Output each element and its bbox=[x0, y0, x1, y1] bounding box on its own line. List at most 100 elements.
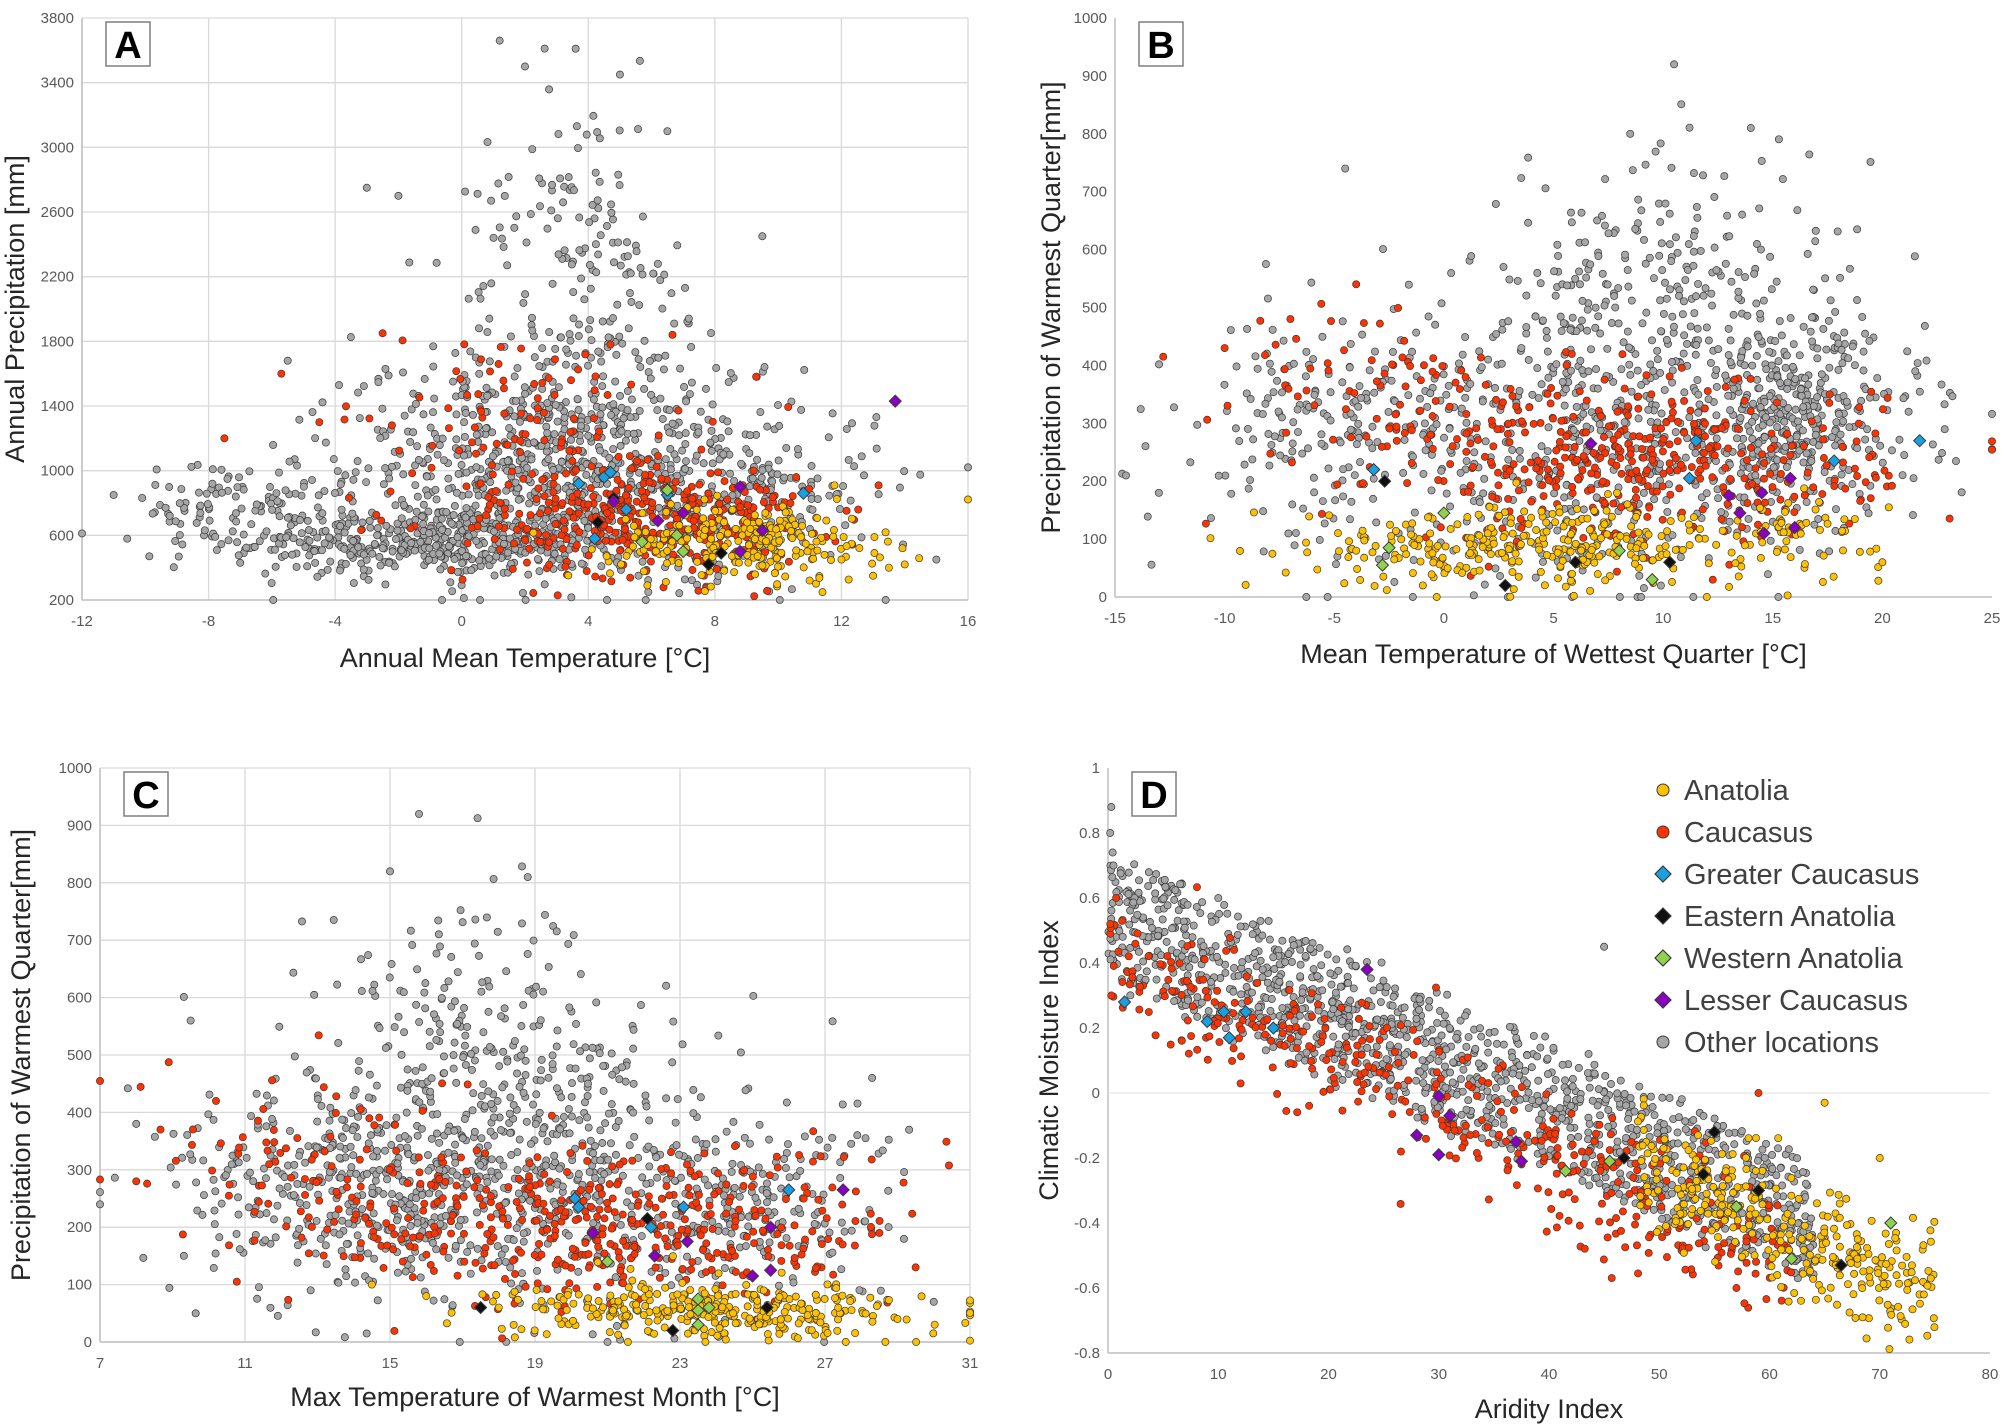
panel-b-anatolia-point bbox=[1677, 513, 1686, 522]
panel-b-anatolia-point bbox=[1542, 518, 1551, 527]
panel-b-other-locations-point bbox=[1694, 408, 1703, 417]
panel-b-caucasus-point bbox=[1484, 562, 1493, 571]
panel-a-other-locations-point bbox=[411, 481, 420, 490]
panel-b-other-locations-point bbox=[1650, 495, 1659, 504]
panel-a-other-locations-point bbox=[574, 406, 583, 414]
panel-b-other-locations-point bbox=[1639, 489, 1648, 497]
panel-b-other-locations-point bbox=[1258, 410, 1267, 419]
panel-b-caucasus-point bbox=[1474, 436, 1482, 444]
panel-b-anatolia-point bbox=[1555, 508, 1564, 517]
panel-b-caucasus-point bbox=[1675, 484, 1684, 493]
panel-a-other-locations-point bbox=[623, 406, 632, 415]
panel-b-caucasus-point bbox=[1597, 412, 1605, 421]
panel-b-other-locations-point bbox=[1302, 593, 1311, 601]
panel-b-caucasus-point bbox=[1549, 414, 1557, 423]
panel-b-other-locations-point bbox=[1670, 60, 1679, 69]
panel-a-other-locations-point bbox=[177, 485, 186, 493]
panel-a-anatolia-point bbox=[792, 546, 801, 555]
panel-c-other-locations-point bbox=[364, 1249, 372, 1258]
panel-a-other-locations-point bbox=[644, 588, 653, 597]
panel-b-y-tick-label: 0 bbox=[1099, 589, 1107, 606]
panel-b-other-locations-point bbox=[1678, 310, 1687, 319]
panel-b-other-locations-point bbox=[1302, 347, 1311, 356]
panel-b-caucasus-point bbox=[1825, 390, 1834, 399]
panel-c-other-locations-point bbox=[293, 1241, 302, 1250]
panel-b-other-locations-point bbox=[1324, 464, 1333, 473]
panel-b-other-locations-point bbox=[1462, 457, 1471, 466]
panel-a-other-locations-point bbox=[615, 181, 624, 190]
panel-b-y-tick-label: 600 bbox=[1082, 242, 1107, 259]
panel-b-other-locations-point bbox=[1408, 347, 1416, 356]
panel-a-other-locations-point bbox=[575, 320, 583, 329]
panel-b-other-locations-point bbox=[1273, 376, 1281, 385]
panel-a-other-locations-point bbox=[580, 295, 589, 304]
panel-a-caucasus-point bbox=[549, 488, 558, 497]
panel-a-other-locations-point bbox=[348, 509, 357, 518]
panel-a-caucasus-point bbox=[743, 501, 752, 510]
panel-b-other-locations-point bbox=[1831, 441, 1840, 450]
panel-b-other-locations-point bbox=[1542, 333, 1551, 342]
panel-c-other-locations-point bbox=[232, 1229, 241, 1238]
panel-a-caucasus-point bbox=[538, 475, 547, 484]
panel-a-other-locations-point bbox=[247, 520, 256, 529]
panel-a-caucasus-point bbox=[315, 418, 324, 427]
panel-b-other-locations-point bbox=[1767, 285, 1776, 294]
panel-a-caucasus-point bbox=[470, 423, 479, 432]
panel-a-other-locations-point bbox=[607, 411, 616, 419]
panel-a-y-tick-label: 1400 bbox=[41, 398, 74, 415]
panel-a-anatolia-point bbox=[832, 495, 841, 503]
panel-c-other-locations-point bbox=[290, 1161, 299, 1169]
panel-a-other-locations-point bbox=[666, 445, 675, 453]
panel-b-other-locations-point bbox=[1399, 469, 1408, 477]
panel-a-x-tick-label: -12 bbox=[71, 613, 93, 630]
panel-c-other-locations-point bbox=[387, 1141, 396, 1149]
panel-b-other-locations-point bbox=[1938, 449, 1946, 457]
panel-a-other-locations-point bbox=[435, 441, 444, 450]
panel-a-other-locations-point bbox=[607, 200, 616, 209]
panel-a-other-locations-point bbox=[560, 413, 569, 422]
panel-b-anatolia-point bbox=[1702, 593, 1711, 601]
panel-a-other-locations-point bbox=[192, 519, 201, 527]
panel-a-other-locations-point bbox=[503, 457, 512, 465]
panel-a-other-locations-point bbox=[562, 360, 570, 369]
panel-b-x-axis-title: Mean Temperature of Wettest Quarter [°C] bbox=[1300, 639, 1807, 669]
panel-b-anatolia-point bbox=[1443, 564, 1452, 573]
panel-a-other-locations-point bbox=[217, 465, 226, 474]
panel-a-other-locations-point bbox=[773, 470, 782, 479]
panel-a-anatolia-point bbox=[801, 539, 810, 548]
panel-c-y-tick-label: 400 bbox=[67, 1104, 92, 1121]
panel-a-other-locations-point bbox=[567, 435, 575, 444]
panel-a-caucasus-point bbox=[695, 480, 704, 489]
panel-b-other-locations-point bbox=[1557, 327, 1566, 336]
panel-b-anatolia-point bbox=[1566, 576, 1575, 585]
panel-b-other-locations-point bbox=[1656, 581, 1665, 590]
panel-a-caucasus-point bbox=[648, 528, 657, 537]
panel-a-caucasus-point bbox=[508, 467, 516, 476]
panel-a-other-locations-point bbox=[314, 491, 323, 500]
panel-b-caucasus-point bbox=[1520, 465, 1529, 474]
panel-b-other-locations-point bbox=[1752, 299, 1761, 308]
panel-c-other-locations-point bbox=[275, 1184, 284, 1193]
panel-b-other-locations-point bbox=[1624, 282, 1633, 291]
panel-a-other-locations-point bbox=[283, 513, 292, 522]
panel-a-caucasus-point bbox=[544, 538, 553, 547]
panel-b-caucasus-point bbox=[1658, 482, 1667, 491]
panel-c-other-locations-point bbox=[252, 1089, 261, 1098]
panel-b-other-locations-point bbox=[1764, 570, 1772, 579]
panel-c-other-locations-point bbox=[452, 1078, 461, 1087]
panel-b-other-locations-point bbox=[1141, 442, 1150, 451]
panel-b-caucasus-point bbox=[1589, 448, 1598, 457]
panel-a-other-locations-point bbox=[488, 452, 497, 461]
panel-b-caucasus-point bbox=[1624, 402, 1633, 411]
panel-b-other-locations-point bbox=[1265, 461, 1274, 470]
panel-b-other-locations-point bbox=[1806, 327, 1815, 336]
panel-a-other-locations-point bbox=[145, 552, 154, 561]
panel-b-caucasus-point bbox=[1469, 463, 1477, 472]
panel-b-caucasus-point bbox=[1306, 364, 1315, 373]
panel-a-other-locations-point bbox=[631, 348, 640, 357]
panel-b-other-locations-point bbox=[1290, 541, 1299, 550]
panel-a-caucasus-point bbox=[750, 592, 759, 601]
panel-b-caucasus-point bbox=[1492, 395, 1500, 404]
panel-a-other-locations-point bbox=[397, 514, 406, 523]
